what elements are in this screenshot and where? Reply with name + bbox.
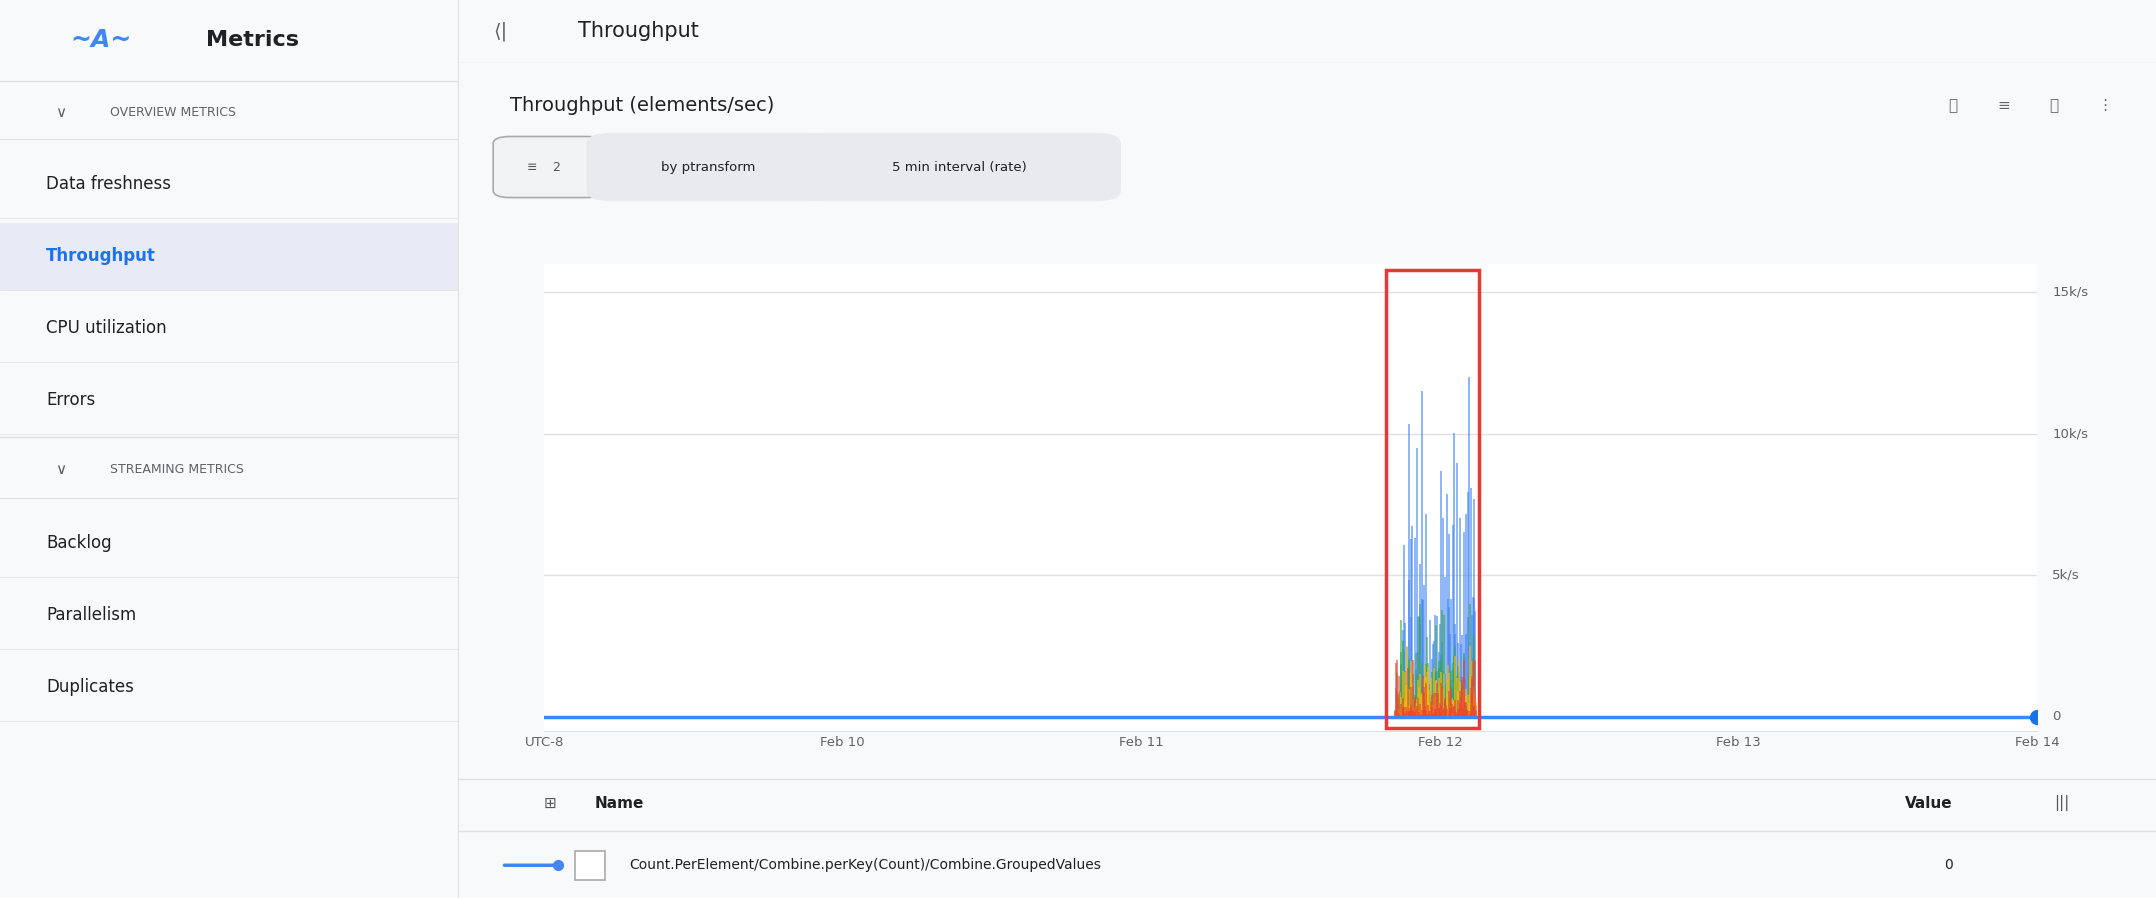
Text: ≡: ≡ [526, 161, 537, 173]
Text: ⋮: ⋮ [2098, 99, 2113, 113]
Text: ⬜: ⬜ [2050, 99, 2059, 113]
Text: Duplicates: Duplicates [45, 678, 134, 696]
FancyBboxPatch shape [0, 223, 459, 290]
FancyBboxPatch shape [798, 133, 1121, 201]
Text: |||: ||| [2055, 796, 2070, 812]
Text: Data freshness: Data freshness [45, 175, 170, 193]
Text: Parallelism: Parallelism [45, 606, 136, 624]
Text: Metrics: Metrics [207, 31, 300, 50]
Text: Throughput (elements/sec): Throughput (elements/sec) [511, 96, 774, 116]
Text: ∨: ∨ [56, 105, 67, 119]
Text: 2: 2 [552, 161, 561, 173]
Text: 🔍: 🔍 [1947, 99, 1958, 113]
Text: ∨: ∨ [56, 462, 67, 477]
Text: OVERVIEW METRICS: OVERVIEW METRICS [110, 106, 237, 119]
Text: 10k/s: 10k/s [2053, 427, 2089, 440]
Text: Throughput: Throughput [45, 247, 155, 265]
Text: ⊞: ⊞ [543, 796, 556, 811]
Bar [1386, 269, 1479, 728]
FancyBboxPatch shape [586, 133, 832, 201]
Text: 5k/s: 5k/s [2053, 568, 2081, 582]
Text: 0: 0 [2053, 710, 2061, 723]
Text: Errors: Errors [45, 391, 95, 409]
Text: 15k/s: 15k/s [2053, 286, 2089, 299]
Text: ⟨|: ⟨| [494, 22, 507, 41]
Bar [576, 850, 606, 880]
Text: Throughput: Throughput [578, 22, 699, 41]
Text: Name: Name [595, 796, 645, 811]
Text: 5 min interval (rate): 5 min interval (rate) [893, 161, 1026, 173]
FancyBboxPatch shape [494, 136, 604, 198]
Text: Backlog: Backlog [45, 534, 112, 552]
Text: ≡: ≡ [1996, 99, 2009, 113]
Text: STREAMING METRICS: STREAMING METRICS [110, 463, 244, 476]
Text: CPU utilization: CPU utilization [45, 319, 166, 337]
Text: 0: 0 [1945, 858, 1953, 872]
Text: Value: Value [1904, 796, 1953, 811]
Text: by ptransform: by ptransform [662, 161, 757, 173]
Text: ~A~: ~A~ [71, 29, 132, 52]
Text: Count.PerElement/Combine.perKey(Count)/Combine.GroupedValues: Count.PerElement/Combine.perKey(Count)/C… [630, 858, 1102, 872]
